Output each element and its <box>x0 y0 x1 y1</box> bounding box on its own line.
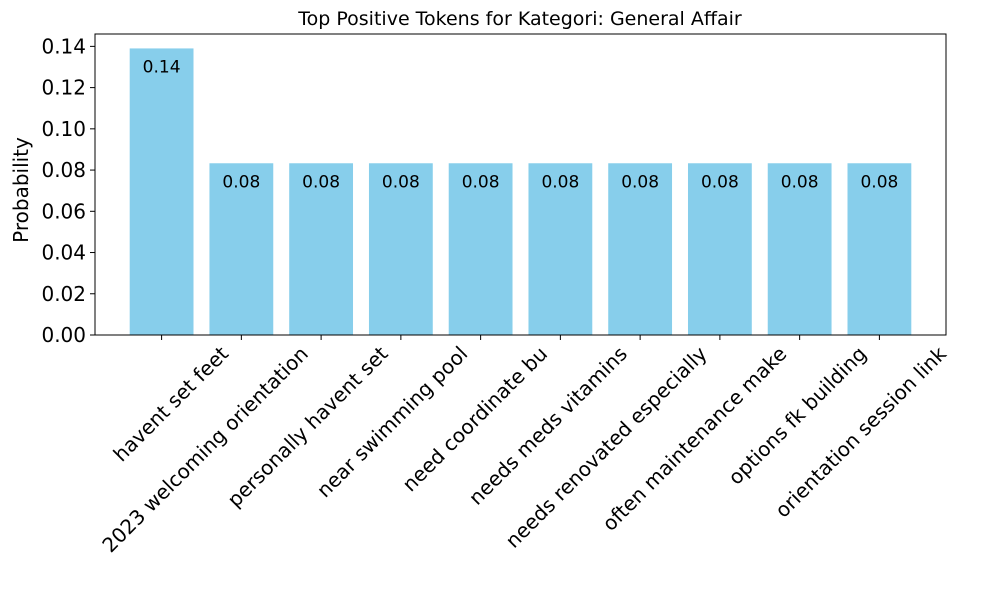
y-tick-label: 0.14 <box>41 34 86 58</box>
data-label: 0.08 <box>860 172 898 192</box>
data-labels-group: 0.14 0.08 0.08 0.08 0.08 0.08 0.08 0.08 0.08 0.08 <box>143 57 899 192</box>
y-tick-label: 0.08 <box>41 158 86 182</box>
data-label: 0.08 <box>541 172 579 192</box>
x-tick-label: options fk building <box>723 342 871 490</box>
data-label: 0.14 <box>143 57 181 77</box>
bar <box>767 163 832 335</box>
data-label: 0.08 <box>382 172 420 192</box>
y-tick-label: 0.12 <box>41 76 86 100</box>
x-tick-label: near swimming pool <box>312 342 473 503</box>
plot-frame <box>94 33 947 336</box>
y-axis-label: Probability <box>9 137 33 243</box>
y-tick-label: 0.02 <box>41 282 86 306</box>
y-tick-label: 0.04 <box>41 241 86 265</box>
y-tick-label: 0.06 <box>41 199 86 223</box>
bar <box>847 163 912 335</box>
x-tick-label: personally havent set <box>222 341 392 511</box>
data-label: 0.08 <box>781 172 819 192</box>
bar <box>448 163 513 335</box>
bar <box>289 163 354 335</box>
x-tick-label: need coordinate bu <box>397 342 552 497</box>
bar <box>209 163 274 335</box>
bar <box>687 163 752 335</box>
bar <box>368 163 433 335</box>
data-label: 0.08 <box>701 172 739 192</box>
bar <box>129 48 194 335</box>
data-label: 0.08 <box>462 172 500 192</box>
y-tick-label: 0.00 <box>41 323 86 347</box>
data-label: 0.08 <box>621 172 659 192</box>
y-tick-label: 0.10 <box>41 117 86 141</box>
bar <box>528 163 593 335</box>
chart-title: Top Positive Tokens for Kategori: Genera… <box>297 8 742 30</box>
data-label: 0.08 <box>302 172 340 192</box>
bar <box>608 163 673 335</box>
y-axis: 0.00 0.02 0.04 0.06 0.08 0.10 0.12 0.14 <box>41 34 95 347</box>
data-label: 0.08 <box>222 172 260 192</box>
bars-group <box>129 48 912 335</box>
x-tick-label: needs meds vitamins <box>464 342 632 510</box>
